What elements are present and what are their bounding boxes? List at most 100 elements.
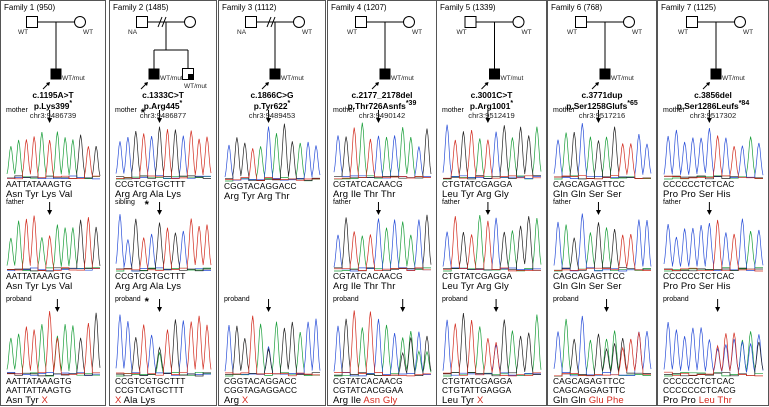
mother-symbol xyxy=(512,16,525,28)
sample-star: * xyxy=(144,296,149,308)
trace-A xyxy=(554,318,651,377)
trace-A xyxy=(443,126,542,180)
amino-acid: Pro xyxy=(663,281,679,292)
amino-acid: Ala xyxy=(149,189,164,200)
proband-arrow xyxy=(140,83,147,90)
trace-T xyxy=(664,135,763,179)
trace-C xyxy=(224,126,321,181)
sequence-read: CAGCAGAGTTCC xyxy=(553,271,625,281)
amino-acid: Arg xyxy=(132,281,148,292)
amino-acid: Lys xyxy=(166,281,182,292)
proband-arrow xyxy=(591,83,598,90)
trace-C xyxy=(553,315,652,377)
mother-symbol xyxy=(74,16,86,28)
trace-T xyxy=(334,310,431,377)
sequence-read: CGGTACAGGACC xyxy=(224,376,297,386)
chromatogram xyxy=(663,202,764,272)
sample-label: mother xyxy=(663,107,685,114)
pedigree xyxy=(245,16,305,90)
trace-T xyxy=(334,231,431,271)
trace-T xyxy=(664,219,763,272)
amino-acid: Pro xyxy=(663,189,679,200)
father-symbol xyxy=(686,16,698,28)
amino-acid: Gly xyxy=(494,189,509,200)
proband-arrow xyxy=(702,83,709,90)
amino-acid: Tyr xyxy=(25,189,39,200)
genomic-position: chr3:9517216 xyxy=(578,111,626,120)
amino-acid: Tyr xyxy=(241,191,256,202)
family-title: Family 2 (1485) xyxy=(113,3,169,12)
trace-G xyxy=(443,125,541,180)
amino-acid: Leu xyxy=(442,189,459,200)
trace-C xyxy=(663,127,764,178)
amino-acid-row: Leu Tyr Arg Gly xyxy=(442,189,509,200)
sequence-read-mutant: CGGTAGAGGACC xyxy=(224,385,298,395)
sequence-read: CTGTATCGAGGA xyxy=(442,271,513,281)
trace-G xyxy=(334,128,432,179)
trace-G xyxy=(225,321,320,375)
panel-graphics xyxy=(553,16,652,377)
sample-label: father xyxy=(333,199,351,206)
sequence-read-mutant: AATTATTAAGTG xyxy=(6,385,72,395)
amino-acid: Tyr xyxy=(25,281,39,292)
protein-change: p.Thr726Asnfs xyxy=(347,100,406,111)
amino-acid: Thr xyxy=(380,189,396,200)
amino-acid: Gly xyxy=(382,395,398,406)
chromatogram xyxy=(553,202,652,272)
amino-acid-row: Asn Tyr X xyxy=(6,395,48,406)
panel-graphics xyxy=(442,16,542,377)
trace-T xyxy=(554,331,651,377)
amino-acid: Gln xyxy=(553,189,569,200)
family-title: Family 6 (768) xyxy=(551,3,603,12)
variant-cdna: c.2177_2178del xyxy=(351,90,413,100)
mother-genotype: WT xyxy=(521,29,532,36)
variant-protein: p.Ser1258Glufs*65 xyxy=(548,100,656,111)
amino-acid: Tyr xyxy=(460,395,475,406)
chromatogram xyxy=(442,110,542,180)
chromatogram xyxy=(333,202,432,272)
trace-G xyxy=(116,218,211,272)
chromatogram xyxy=(115,202,212,272)
amino-acid: Ile xyxy=(350,395,362,406)
amino-acid: Arg xyxy=(257,191,273,202)
amino-acid: Pro xyxy=(663,395,679,406)
trace-T xyxy=(443,319,541,377)
amino-acid: Arg xyxy=(476,189,492,200)
amino-acid: Ser xyxy=(588,189,604,200)
protein-change: p.Arg445 xyxy=(143,100,180,111)
amino-acid: Lys xyxy=(166,189,182,200)
amino-acid: Tyr xyxy=(460,189,475,200)
chromatogram xyxy=(6,110,101,180)
chromatogram xyxy=(6,299,101,377)
protein-change: p.Ser1258Glufs xyxy=(566,100,628,111)
protein-star: * xyxy=(287,100,291,107)
sample-label: father xyxy=(553,199,571,206)
protein-star: * xyxy=(69,100,73,107)
amino-acid: Asn xyxy=(6,281,23,292)
pedigree xyxy=(136,16,196,90)
chromatogram xyxy=(224,110,321,182)
trace-T xyxy=(7,311,100,376)
pedigree xyxy=(686,16,746,90)
amino-acid-row: Arg Ile Thr Thr xyxy=(333,281,395,292)
amino-acid: Val xyxy=(58,189,73,200)
amino-acid: Gln xyxy=(553,395,569,406)
father-genotype: WT xyxy=(347,29,358,36)
variant-cdna: c.1333C>T xyxy=(142,90,184,100)
panel-graphics xyxy=(663,16,764,377)
genomic-position: chr3:9489453 xyxy=(248,111,296,120)
mother-genotype: WT xyxy=(412,29,423,36)
father-genotype: WT xyxy=(456,29,467,36)
sample-label: father xyxy=(6,199,24,206)
father-genotype: WT xyxy=(567,29,578,36)
trace-A xyxy=(6,131,100,180)
proband-symbol xyxy=(379,68,391,80)
protein-change: p.Ser1286Leufs xyxy=(676,100,739,111)
trace-T xyxy=(443,129,541,179)
trace-C xyxy=(663,218,764,271)
mother-symbol xyxy=(623,16,635,28)
sample-label: mother xyxy=(553,107,575,114)
family-title: Family 4 (1207) xyxy=(331,3,387,12)
amino-acid-row: Gln Gln Ser Ser xyxy=(553,281,622,292)
sequence-read: CGTATCACAACG xyxy=(333,271,403,281)
